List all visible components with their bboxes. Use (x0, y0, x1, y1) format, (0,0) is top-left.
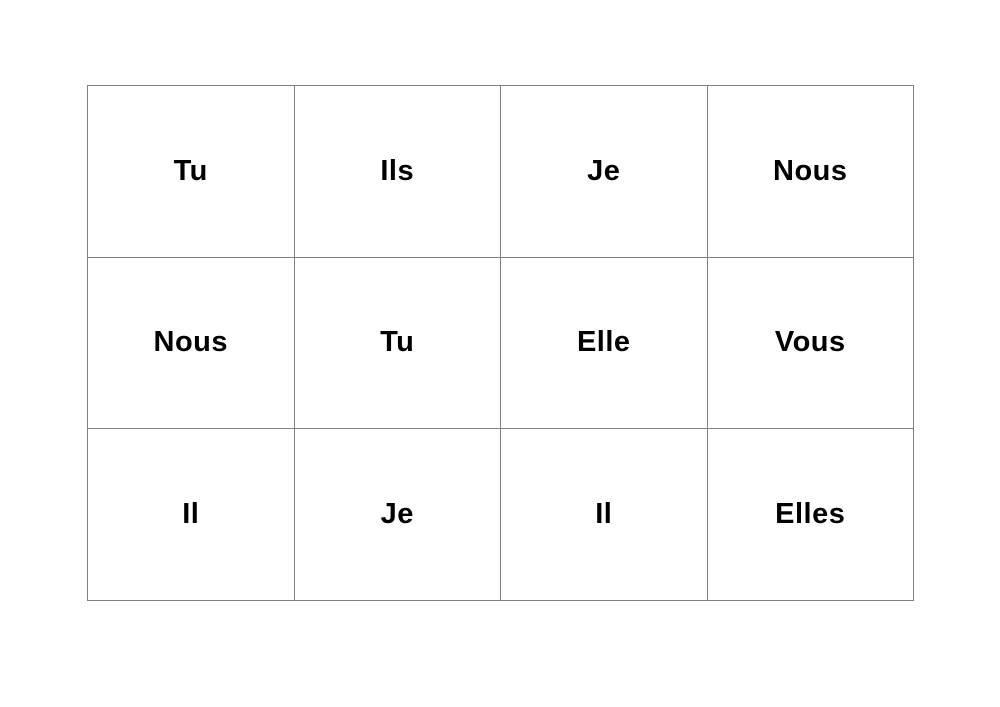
pronoun-cell-r1c2: Elle (500, 256, 707, 429)
pronoun-cell-r0c1: Ils (293, 85, 500, 257)
pronoun-flashcard-table: Tu Ils Je Nous Nous Tu Elle Vous Il Je I… (87, 85, 914, 601)
pronoun-cell-r2c1: Je (293, 428, 500, 600)
pronoun-cell-r2c2: Il (500, 428, 707, 600)
pronoun-cell-r1c0: Nous (87, 256, 294, 429)
pronoun-cell-r1c1: Tu (293, 256, 500, 429)
pronoun-cell-r2c0: Il (87, 428, 294, 600)
pronoun-cell-r0c0: Tu (87, 85, 294, 257)
pronoun-cell-r0c3: Nous (706, 85, 913, 257)
pronoun-cell-r0c2: Je (500, 85, 707, 257)
pronoun-cell-r2c3: Elles (706, 428, 913, 600)
pronoun-cell-r1c3: Vous (706, 256, 913, 429)
